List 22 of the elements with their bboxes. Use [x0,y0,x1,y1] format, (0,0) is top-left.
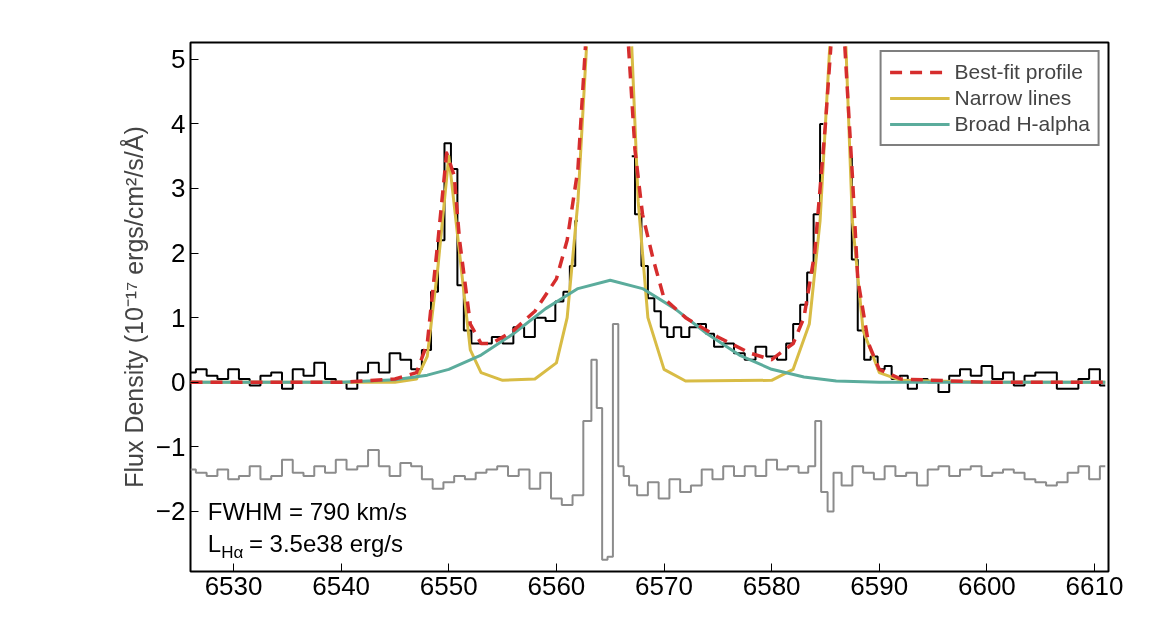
y-tick-label: −1 [155,431,186,462]
x-tick-label: 6600 [957,570,1016,601]
y-tick-label: 0 [171,367,186,398]
x-tick-label: 6560 [527,570,586,601]
x-tick-label: 6540 [312,570,371,601]
annotation: FWHM = 790 km/s [207,497,408,525]
y-tick-label: 1 [171,302,186,333]
y-tick-label: 4 [171,108,186,139]
y-tick-label: 2 [171,238,186,269]
y-axis-title: Flux Density (10⁻¹⁷ ergs/cm²/s/Å) [118,126,148,488]
y-tick-label: −2 [155,496,186,527]
x-tick-label: 6570 [635,570,693,601]
legend-label: Best-fit profile [954,60,1083,84]
x-tick-label: 6610 [1065,570,1124,601]
x-tick-label: 6580 [742,570,801,601]
y-tick-label: 5 [171,44,186,75]
x-tick-label: 6590 [850,570,909,601]
y-tick-label: 3 [171,173,186,204]
legend-label: Broad H-alpha [954,112,1090,136]
x-tick-label: 6530 [204,570,263,601]
x-tick-label: 6550 [419,570,478,601]
legend-label: Narrow lines [954,86,1072,110]
